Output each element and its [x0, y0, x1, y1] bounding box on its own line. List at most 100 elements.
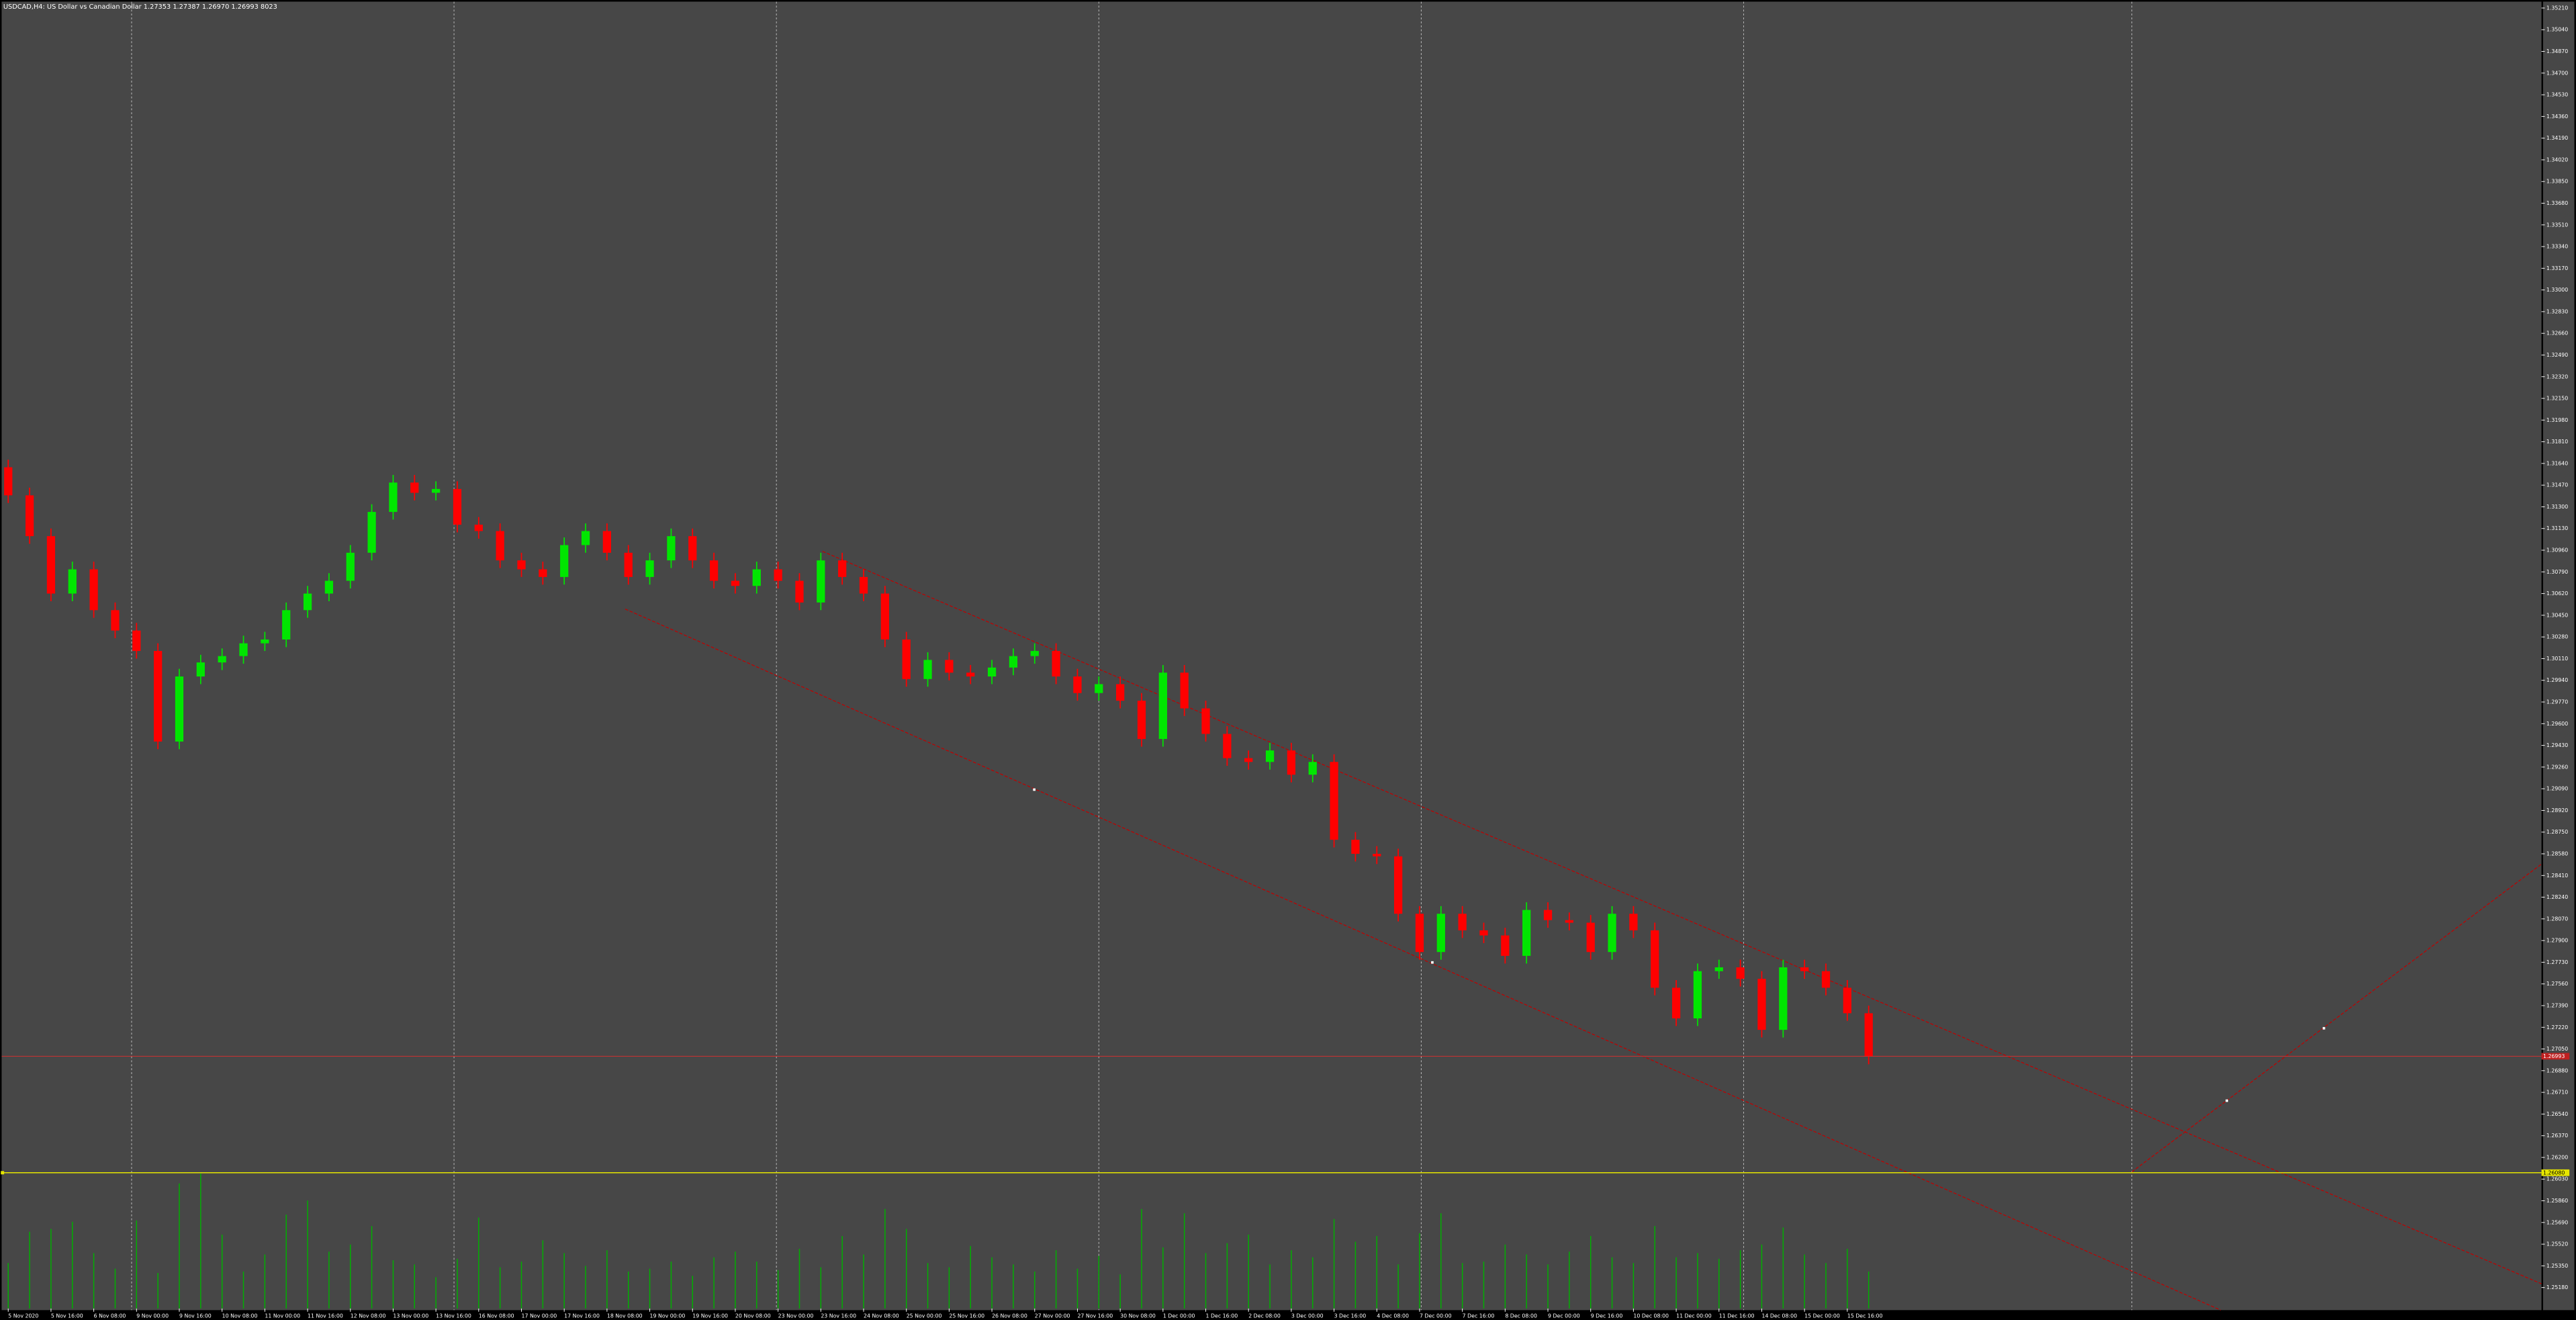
x-tick-label: 19 Nov 00:00: [650, 1313, 686, 1319]
y-tick-label: 1.34190: [2546, 135, 2568, 141]
candle-body: [410, 482, 419, 493]
x-tick-label: 11 Dec 00:00: [1676, 1313, 1712, 1319]
candle-body: [175, 676, 184, 742]
x-tick-label: 15 Dec 00:00: [1804, 1313, 1840, 1319]
y-tick-label: 1.33340: [2546, 244, 2568, 250]
candle-body: [1030, 651, 1039, 656]
period-separators: [131, 1, 2133, 1311]
y-tick-label: 1.33510: [2546, 222, 2568, 228]
level-marker: [1, 1171, 5, 1175]
y-tick-label: 1.33170: [2546, 265, 2568, 271]
y-tick-label: 1.31810: [2546, 439, 2568, 445]
candle-body: [4, 467, 13, 496]
y-tick-label: 1.25350: [2546, 1263, 2568, 1269]
candle-body: [667, 536, 676, 561]
x-tick-label: 1 Dec 16:00: [1206, 1313, 1238, 1319]
candle-body: [46, 536, 56, 594]
y-tick-label: 1.27220: [2546, 1024, 2568, 1030]
x-tick-label: 14 Dec 08:00: [1761, 1313, 1797, 1319]
level-label: 1.26080: [2543, 1170, 2565, 1176]
x-tick-label: 11 Dec 16:00: [1719, 1313, 1755, 1319]
candle-body: [581, 531, 590, 545]
y-tick-label: 1.30620: [2546, 590, 2568, 597]
channel-lower: [625, 608, 2221, 1311]
level-label-box: [2541, 1169, 2570, 1176]
x-tick-label: 23 Nov 16:00: [821, 1313, 856, 1319]
y-tick-label: 1.25690: [2546, 1219, 2568, 1225]
y-tick-label: 1.27900: [2546, 938, 2568, 944]
candle-body: [1479, 930, 1488, 936]
y-tick-label: 1.27730: [2546, 959, 2568, 965]
candle-body: [838, 560, 847, 577]
candle-body: [1009, 656, 1018, 668]
candle-body: [1629, 914, 1638, 930]
candle-body: [1436, 914, 1445, 953]
x-tick-label: 25 Nov 00:00: [907, 1313, 942, 1319]
candle-body: [1565, 920, 1573, 923]
y-tick-label: 1.31980: [2546, 417, 2568, 423]
y-tick-label: 1.35040: [2546, 27, 2568, 33]
y-tick-label: 1.29090: [2546, 786, 2568, 792]
y-tick-label: 1.31640: [2546, 460, 2568, 466]
candle-body: [1864, 1013, 1873, 1057]
candle-body: [1393, 856, 1403, 914]
candle-body: [859, 576, 868, 594]
x-tick-label: 10 Nov 08:00: [222, 1313, 258, 1319]
candle-body: [688, 536, 697, 561]
anchor-points: [1033, 788, 2326, 1102]
y-tick-label: 1.25860: [2546, 1198, 2568, 1204]
candle-body: [303, 593, 312, 611]
x-tick-label: 1 Dec 00:00: [1163, 1313, 1195, 1319]
candle-body: [752, 569, 761, 586]
candle-body: [1736, 967, 1745, 979]
candle-body: [1095, 684, 1103, 693]
y-tick-label: 1.32150: [2546, 396, 2568, 402]
price-label-box: [2541, 1053, 2570, 1060]
candle-body: [367, 512, 376, 553]
candle-body: [517, 560, 526, 570]
x-tick-label: 27 Nov 00:00: [1035, 1313, 1070, 1319]
y-tick-label: 1.34020: [2546, 157, 2568, 163]
y-tick-label: 1.30280: [2546, 634, 2568, 640]
x-tick-label: 11 Nov 00:00: [265, 1313, 300, 1319]
y-tick-label: 1.28580: [2546, 850, 2568, 856]
x-tick-label: 5 Nov 2020: [8, 1313, 38, 1319]
x-tick-label: 23 Nov 00:00: [778, 1313, 814, 1319]
candle-body: [1073, 676, 1082, 693]
candle-body: [474, 525, 483, 531]
candle-body: [154, 651, 163, 742]
y-tick-label: 1.29430: [2546, 742, 2568, 748]
candle-body: [560, 545, 569, 577]
candle-body: [1158, 672, 1167, 740]
x-tick-label: 25 Nov 16:00: [949, 1313, 984, 1319]
candle-body: [774, 569, 782, 581]
anchor: [1033, 788, 1036, 791]
candle-body: [1757, 979, 1766, 1030]
candle-body: [1693, 971, 1702, 1018]
candle-body: [1651, 930, 1659, 988]
y-tick-label: 1.29600: [2546, 721, 2568, 727]
candle-body: [1351, 840, 1360, 854]
y-tick-label: 1.29770: [2546, 699, 2568, 705]
x-tick-label: 19 Nov 16:00: [692, 1313, 728, 1319]
candle-body: [731, 580, 740, 586]
x-tick-label: 17 Nov 00:00: [522, 1313, 557, 1319]
candle-body: [709, 560, 719, 581]
y-tick-label: 1.25520: [2546, 1241, 2568, 1247]
x-tick-label: 18 Nov 08:00: [607, 1313, 643, 1319]
y-tick-label: 1.28750: [2546, 829, 2568, 835]
candle-body: [1265, 750, 1275, 762]
candle-body: [1800, 967, 1809, 971]
candle-body: [1052, 651, 1060, 677]
y-tick-label: 1.34360: [2546, 114, 2568, 120]
candle-body: [902, 639, 911, 679]
y-tick-label: 1.33850: [2546, 179, 2568, 185]
y-tick-label: 1.28410: [2546, 873, 2568, 879]
candle-body: [1415, 914, 1424, 953]
candle-body: [1287, 750, 1296, 775]
y-tick-label: 1.32830: [2546, 308, 2568, 314]
candle-body: [132, 630, 141, 652]
candle-body: [111, 610, 120, 631]
y-tick-label: 1.30790: [2546, 569, 2568, 575]
x-tick-label: 12 Nov 08:00: [351, 1313, 386, 1319]
